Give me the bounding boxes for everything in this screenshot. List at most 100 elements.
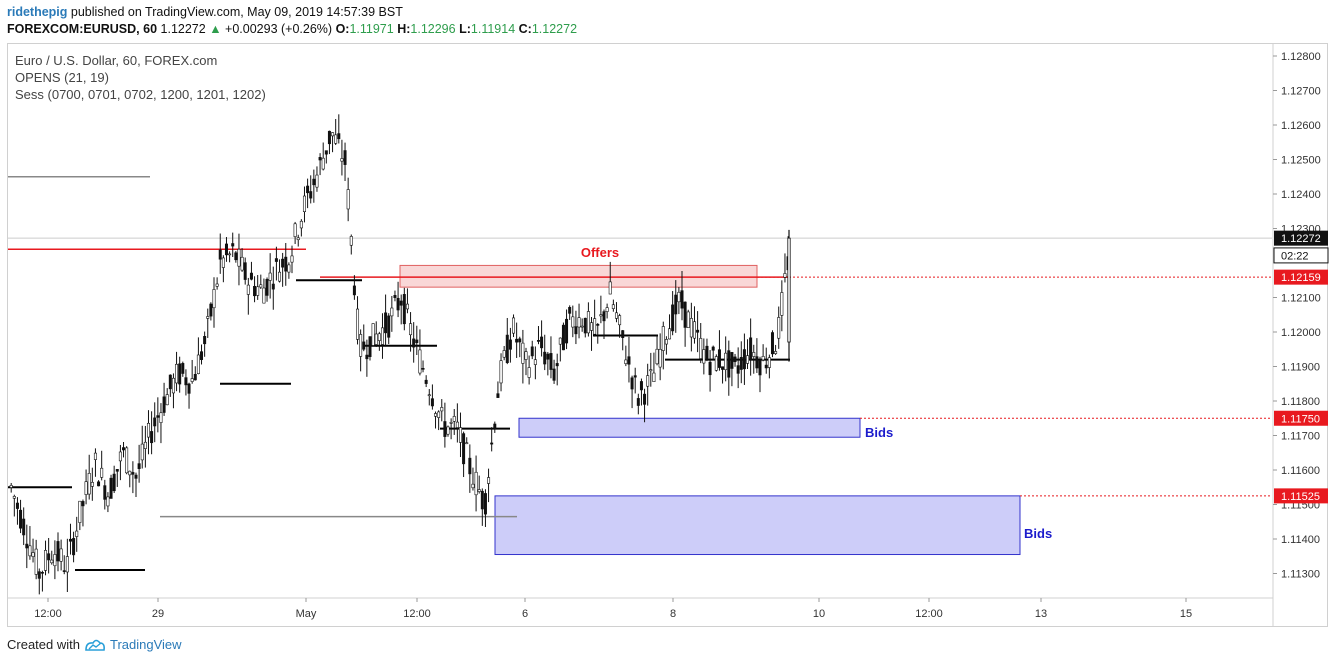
candle-body [596, 323, 600, 326]
candle-body [546, 353, 550, 360]
candle-body [115, 469, 119, 472]
candle-body [203, 336, 207, 345]
candle-body [590, 322, 594, 331]
price-label: 1.11525 [1281, 491, 1320, 503]
candle-body [274, 258, 278, 262]
candle-body [583, 317, 587, 334]
price-change: +0.00293 (+0.26%) [225, 22, 333, 36]
candle-body [87, 473, 91, 495]
candle-body [281, 258, 285, 268]
x-tick-label: 6 [522, 608, 528, 620]
candle-body [118, 451, 122, 462]
candle-body [321, 157, 325, 170]
legend-symbol[interactable]: Euro / U.S. Dollar, 60, FOREX.com [15, 53, 218, 68]
candle-body [577, 317, 581, 328]
candle-body [362, 341, 366, 350]
candle-body [368, 336, 372, 357]
y-tick-label: 1.12700 [1281, 86, 1321, 98]
candle-body [374, 333, 378, 345]
candle-body [774, 351, 778, 354]
candle-body [22, 518, 26, 536]
candle-body [246, 284, 250, 295]
candle-body [671, 304, 675, 332]
candle-body [380, 327, 384, 345]
offers-zone-label: Offers [581, 245, 619, 260]
close-value: 1.12272 [531, 22, 578, 36]
candle-body [412, 338, 416, 348]
candle-body [81, 501, 85, 507]
y-tick-label: 1.11900 [1281, 362, 1320, 374]
x-tick-label: 29 [152, 608, 164, 620]
candle-body [150, 431, 154, 444]
candle-body [171, 377, 175, 394]
candle-body [787, 237, 791, 343]
candle-body [430, 398, 434, 407]
candle-body [696, 329, 700, 333]
bids-zone [494, 495, 1021, 556]
candle-body [499, 360, 503, 384]
candle-body [518, 338, 522, 343]
legend-session-indicator[interactable]: Sess (0700, 0701, 0702, 1200, 1201, 1202… [15, 87, 266, 102]
candle-body [137, 463, 141, 469]
candle-body [705, 345, 709, 360]
candle-body [483, 493, 487, 515]
candle-body [415, 339, 419, 343]
legend-opens-indicator[interactable]: OPENS (21, 19) [15, 70, 109, 85]
y-tick-label: 1.12000 [1281, 327, 1321, 339]
candle-body [555, 363, 559, 367]
y-tick-label: 1.12600 [1281, 120, 1321, 132]
candle-body [44, 550, 48, 571]
candle-body [40, 572, 44, 574]
publisher-username[interactable]: ridethepig [7, 5, 68, 19]
price-label-box [1273, 247, 1329, 264]
chart-frame[interactable] [7, 43, 1328, 627]
candle-body [34, 548, 38, 575]
candle-body [396, 297, 400, 311]
candle-body [175, 363, 179, 384]
candle-body [527, 367, 531, 378]
x-tick-label: 12:00 [915, 608, 943, 620]
candle-body [505, 334, 509, 363]
y-tick-label: 1.12500 [1281, 155, 1321, 167]
candle-body [630, 377, 634, 390]
candle-body [324, 150, 328, 155]
candle-body [405, 303, 409, 310]
candle-body [306, 185, 310, 194]
candle-body [365, 354, 369, 360]
candle-body [733, 356, 737, 363]
candle-body [611, 304, 615, 309]
candle-body [639, 381, 643, 391]
candle-body [767, 357, 771, 368]
candle-body [714, 356, 718, 371]
x-tick-label: 8 [670, 608, 676, 620]
y-tick-label: 1.11300 [1281, 569, 1320, 581]
candle-body [140, 443, 144, 461]
candle-body [515, 338, 519, 343]
candle-body [683, 301, 687, 328]
candle-body [565, 318, 569, 344]
candle-body [196, 354, 200, 374]
candle-body [749, 337, 753, 361]
candle-body [755, 356, 759, 369]
candle-body [724, 352, 728, 371]
bids-zone [518, 417, 861, 438]
publish-text: published on TradingView.com, May 09, 20… [70, 5, 403, 19]
candle-body [234, 252, 238, 261]
candle-body [593, 318, 597, 335]
offers-zone [399, 264, 758, 288]
candle-body [15, 502, 19, 509]
candle-body [468, 457, 472, 475]
candle-body [502, 350, 506, 358]
candle-body [331, 132, 335, 137]
candle-body [68, 538, 72, 542]
high-value: 1.12296 [410, 22, 456, 36]
last-price: 1.12272 [160, 22, 206, 36]
candle-body [218, 249, 222, 260]
candle-body [19, 509, 23, 529]
candle-body [390, 307, 394, 317]
candle-body [112, 473, 116, 492]
tradingview-brand-link[interactable]: TradingView [109, 637, 182, 652]
candle-body [574, 326, 578, 335]
candle-body [627, 356, 631, 365]
